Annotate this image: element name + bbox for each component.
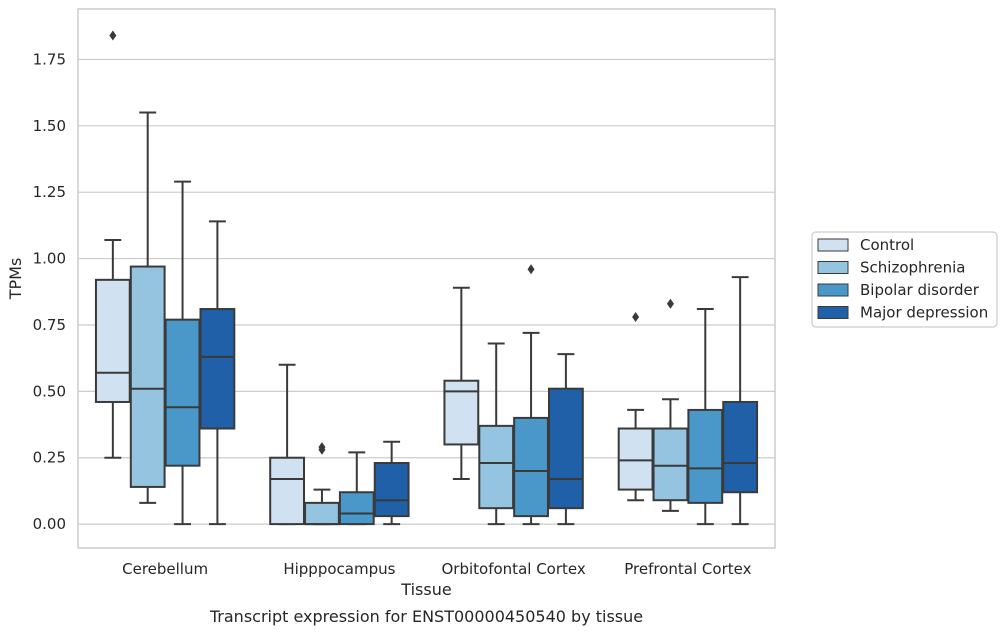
- outlier-point: [318, 442, 326, 453]
- box-iqr: [94, 278, 131, 403]
- legend: Control Schizophrenia Bipolar disorder Majo…: [811, 231, 998, 328]
- legend-entry-label: Schizophrenia: [860, 259, 965, 277]
- box-control: [269, 363, 306, 526]
- y-tick-label: 1.25: [33, 183, 66, 201]
- box-control: [443, 286, 480, 480]
- legend-swatch: [817, 238, 849, 252]
- box-iqr: [547, 387, 584, 510]
- box-iqr: [338, 491, 375, 526]
- outlier-point: [109, 30, 117, 41]
- box-iqr: [304, 501, 340, 526]
- box-iqr: [129, 265, 166, 488]
- y-tick-label: 1.75: [33, 50, 66, 68]
- box-major-depression: [722, 276, 759, 526]
- box-bipolar-disorder: [687, 308, 724, 526]
- legend-box: [811, 231, 998, 328]
- box-control: [94, 30, 131, 459]
- box-iqr: [652, 427, 689, 502]
- outlier-point: [527, 264, 535, 275]
- legend-swatch: [817, 261, 849, 274]
- legend-swatch: [817, 306, 849, 319]
- plot-frame: [77, 8, 776, 549]
- box-bipolar-disorder: [164, 180, 201, 526]
- x-tick-label: Hipppocampus: [283, 560, 395, 578]
- box-iqr: [199, 308, 236, 430]
- y-tick-label: 0.50: [33, 382, 66, 400]
- box-iqr: [373, 462, 410, 518]
- legend-entry-label: Major depression: [860, 304, 988, 322]
- box-iqr: [513, 416, 549, 518]
- y-tick-label: 1.00: [33, 250, 66, 268]
- box-schizophrenia: [652, 298, 689, 512]
- plot-area: [94, 30, 759, 526]
- box-major-depression: [199, 220, 236, 526]
- legend-entry-label: Bipolar disorder: [860, 281, 980, 299]
- y-axis-label: TPMs: [6, 258, 25, 301]
- outlier-point: [666, 298, 674, 309]
- box-iqr: [722, 400, 759, 494]
- box-iqr: [478, 424, 515, 510]
- x-tick-label: Prefrontal Cortex: [624, 560, 751, 578]
- x-tick-label: Orbitofontal Cortex: [442, 560, 586, 578]
- y-tick-label: 0.00: [33, 515, 66, 533]
- box-control: [617, 312, 654, 502]
- legend-entry-label: Control: [860, 236, 914, 254]
- chart-caption: Transcript expression for ENST0000045054…: [209, 607, 643, 626]
- legend-swatch: [817, 283, 849, 297]
- y-tick-label: 1.50: [33, 117, 66, 135]
- x-axis-label: Tissue: [400, 580, 451, 599]
- x-tick-label: Cerebellum: [122, 560, 208, 578]
- box-iqr: [617, 427, 654, 491]
- box-bipolar-disorder: [338, 451, 375, 526]
- y-tick-label: 0.75: [33, 316, 66, 334]
- box-major-depression: [547, 353, 584, 526]
- box-bipolar-disorder: [513, 264, 549, 526]
- box-schizophrenia: [129, 111, 166, 504]
- y-tick-label: 0.25: [33, 449, 66, 467]
- outlier-point: [632, 312, 640, 322]
- box-major-depression: [373, 440, 410, 526]
- y-axis-ticks: 0.00 0.25 0.50 0.75 1.00 1.25 1.50 1.75: [33, 50, 66, 533]
- box-schizophrenia: [478, 342, 515, 526]
- box-iqr: [164, 318, 201, 467]
- box-schizophrenia: [304, 442, 340, 526]
- x-axis-ticks: Cerebellum Hipppocampus Orbitofontal Corte…: [122, 560, 751, 578]
- box-iqr: [443, 379, 480, 446]
- box-iqr: [269, 456, 306, 526]
- box-iqr: [687, 408, 724, 504]
